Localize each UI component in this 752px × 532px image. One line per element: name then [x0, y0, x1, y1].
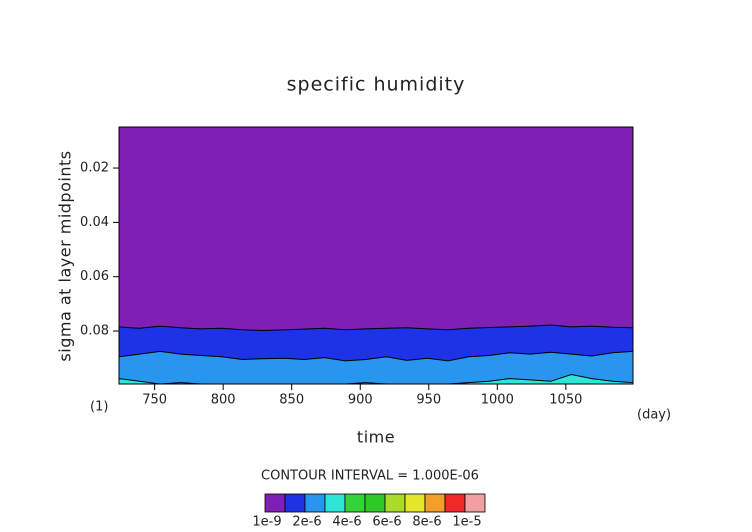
x-unit: (day)	[637, 408, 671, 423]
x-axis-label: time	[357, 428, 395, 447]
colorbar-label: 4e-6	[332, 515, 361, 530]
contour-interval: CONTOUR INTERVAL = 1.000E-06	[261, 469, 479, 484]
colorbar-label: 2e-6	[292, 515, 321, 530]
colorbar-label: 6e-6	[372, 515, 401, 530]
x-tick-label: 800	[211, 393, 236, 408]
x-tick-label: 1000	[481, 393, 514, 408]
y-tick-label: 0.04	[80, 215, 109, 230]
x-tick-label: 900	[348, 393, 373, 408]
colorbar-box	[424, 493, 446, 513]
colorbar-box	[304, 493, 326, 513]
colorbar-box	[284, 493, 306, 513]
plot-frame	[118, 126, 634, 385]
colorbar-label: 8e-6	[412, 515, 441, 530]
colorbar-box	[344, 493, 366, 513]
x-tick-label: 950	[416, 393, 441, 408]
x-tick-label: 1050	[549, 393, 582, 408]
colorbar-label: 1e-9	[252, 515, 281, 530]
y-axis-label: sigma at layer midpoints	[56, 150, 75, 361]
colorbar-box	[324, 493, 346, 513]
contour-band	[119, 374, 633, 384]
x-tick-label: 750	[142, 393, 167, 408]
colorbar-box	[264, 493, 286, 513]
contour-line	[118, 324, 634, 332]
corner-label: (1)	[90, 400, 108, 415]
colorbar-box	[384, 493, 406, 513]
y-tick-label: 0.08	[80, 324, 109, 339]
colorbar-box	[364, 493, 386, 513]
y-tick-label: 0.06	[80, 269, 109, 284]
colorbar-label: 1e-5	[452, 515, 481, 530]
x-tick-label: 850	[279, 393, 304, 408]
contour-line	[118, 350, 634, 362]
colorbar-box	[404, 493, 426, 513]
colorbar-box	[464, 493, 486, 513]
chart-title: specific humidity	[287, 74, 466, 96]
y-tick-label: 0.02	[80, 161, 109, 176]
colorbar-box	[444, 493, 466, 513]
